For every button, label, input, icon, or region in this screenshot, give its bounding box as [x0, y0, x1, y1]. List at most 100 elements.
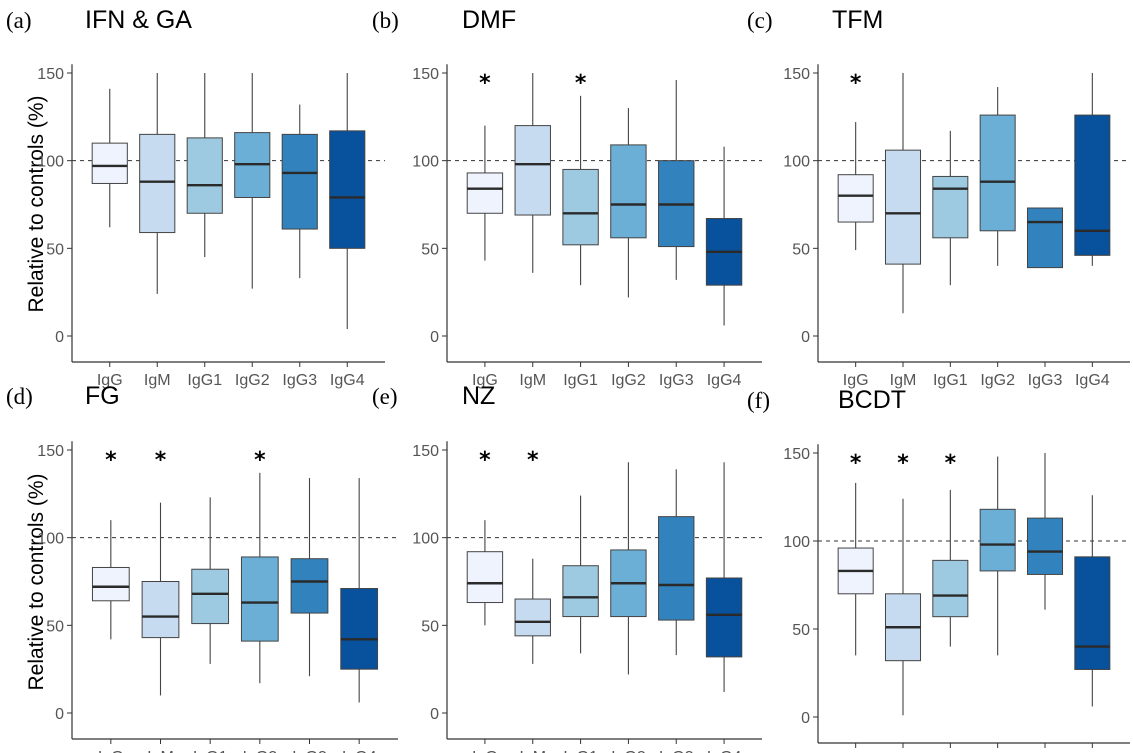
y-tick-label: 0 [801, 329, 810, 346]
box-IgG3 [281, 104, 318, 279]
box-IgG4 [1074, 495, 1111, 707]
box-IgM: * [141, 448, 180, 696]
x-tick-label: IgG2 [611, 372, 646, 389]
panel-title: BCDT [838, 386, 906, 414]
y-tick-label: 50 [421, 241, 439, 258]
x-tick-label: IgM [890, 372, 917, 389]
x-tick-label: IgG4 [342, 749, 377, 753]
box-IgG3 [290, 478, 329, 677]
y-tick-label: 50 [792, 622, 810, 639]
x-tick-label: IgG3 [282, 372, 317, 389]
x-tick-label: IgG4 [707, 749, 742, 753]
y-axis-label: Relative to controls (%) [25, 473, 48, 690]
x-tick-label: IgG [98, 749, 124, 753]
y-tick-label: 100 [412, 531, 439, 548]
panel-1: (a) IFN & GA Relative to controls (%) 0 50 10… [6, 6, 385, 389]
y-tick-label: 100 [783, 534, 810, 551]
iqr-box [281, 133, 318, 230]
box-IgG1 [191, 497, 230, 664]
x-tick-label: IgG3 [659, 372, 694, 389]
iqr-box [514, 598, 551, 637]
y-axis-label: Relative to controls (%) [25, 95, 48, 312]
x-tick-label: IgG4 [707, 372, 742, 389]
box-IgG: * [466, 71, 504, 261]
iqr-box [562, 565, 599, 618]
iqr-box [610, 144, 647, 239]
y-tick-label: 150 [37, 443, 64, 460]
box-IgG3 [658, 80, 695, 280]
panel-title: TFM [832, 6, 883, 34]
panel-letter: (f) [747, 388, 770, 413]
box-IgG1: * [562, 71, 599, 286]
x-tick-label: IgG4 [330, 372, 365, 389]
box-IgG4 [1074, 73, 1111, 266]
significance-star: * [945, 451, 957, 476]
box-IgG2 [610, 462, 647, 675]
box-IgM [514, 73, 551, 273]
iqr-box [932, 559, 969, 618]
box-IgG4 [705, 462, 743, 692]
iqr-box [979, 508, 1016, 572]
panel-letter: (d) [6, 384, 33, 409]
box-IgG: * [91, 448, 130, 640]
box-IgG1 [932, 130, 969, 286]
panel-title: IFN & GA [85, 6, 192, 34]
panel-3: (c) TFM 0 50 100 150 * IgG IgM IgG1 IgG2 IgG3 IgG4 [747, 6, 1130, 389]
y-tick-label: 0 [430, 706, 439, 723]
iqr-box [562, 168, 599, 246]
box-IgG1 [562, 495, 599, 654]
significance-star: * [479, 71, 491, 96]
x-tick-label: IgG1 [563, 372, 598, 389]
box-IgM: * [884, 451, 922, 716]
y-tick-label: 150 [783, 66, 810, 83]
iqr-box [1026, 517, 1064, 575]
panel-letter: (b) [372, 8, 399, 33]
box-IgG4 [705, 146, 743, 326]
iqr-box [705, 577, 743, 658]
box-IgG: * [837, 71, 874, 251]
y-tick-label: 50 [792, 241, 810, 258]
x-tick-label: IgG1 [563, 749, 598, 753]
x-tick-label: IgM [147, 749, 174, 753]
x-tick-label: IgG [472, 749, 498, 753]
x-tick-label: IgG1 [187, 372, 222, 389]
y-tick-label: 0 [55, 706, 64, 723]
iqr-box [466, 551, 504, 604]
iqr-box [191, 568, 230, 625]
x-tick-label: IgG3 [292, 749, 327, 753]
box-IgG3 [1026, 453, 1064, 610]
panel-title: DMF [462, 6, 516, 34]
significance-star: * [897, 451, 909, 476]
significance-star: * [155, 448, 167, 473]
y-tick-label: 0 [430, 329, 439, 346]
box-IgG2: * [240, 448, 279, 684]
y-tick-label: 150 [412, 66, 439, 83]
y-tick-label: 100 [412, 154, 439, 171]
significance-star: * [105, 448, 117, 473]
panel-letter: (e) [372, 384, 398, 409]
iqr-box [979, 114, 1016, 232]
y-tick-label: 50 [46, 618, 64, 635]
box-IgG [91, 88, 128, 228]
x-tick-label: IgG4 [1075, 372, 1110, 389]
y-tick-label: 0 [55, 329, 64, 346]
iqr-box [932, 175, 969, 239]
x-tick-label: IgG1 [193, 749, 228, 753]
box-IgG3 [1026, 207, 1064, 269]
significance-star: * [850, 71, 862, 96]
y-tick-label: 150 [783, 446, 810, 463]
iqr-box [139, 133, 176, 234]
iqr-box [658, 516, 695, 621]
box-IgG2 [234, 73, 271, 289]
iqr-box [340, 588, 379, 670]
iqr-box [837, 174, 874, 223]
x-tick-label: IgG [843, 372, 869, 389]
box-IgG: * [837, 451, 874, 656]
y-tick-label: 100 [37, 531, 64, 548]
panel-title: FG [85, 382, 120, 410]
significance-star: * [575, 71, 587, 96]
x-tick-label: IgG3 [1028, 372, 1063, 389]
significance-star: * [254, 448, 266, 473]
iqr-box [290, 558, 329, 614]
